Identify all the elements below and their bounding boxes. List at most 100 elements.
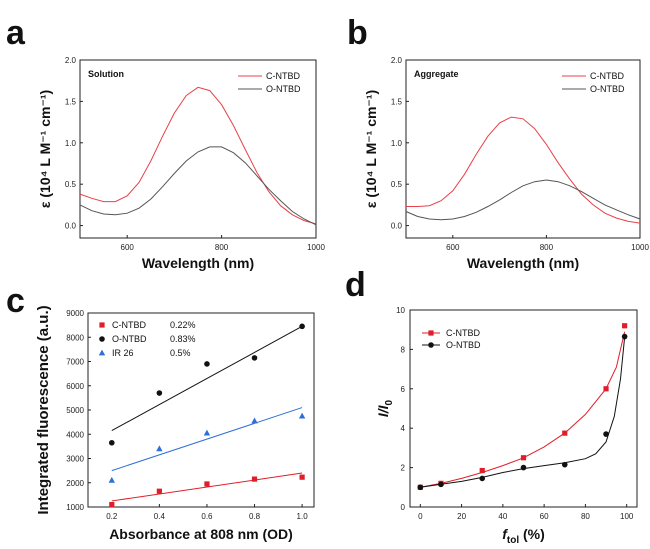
series-line-o-ntbd: [79, 146, 317, 226]
legend-marker-o-ntbd: [428, 342, 434, 348]
y-tick-label: 8: [401, 345, 406, 354]
x-tick-label: 1000: [307, 243, 325, 252]
data-point-c-ntbd: [520, 455, 527, 461]
legend-marker-c-ntbd: [99, 322, 105, 328]
trend-curve-o-ntbd: [420, 337, 626, 488]
x-tick-label: 600: [121, 243, 135, 252]
x-tick-label: 40: [498, 512, 507, 521]
data-point-ir-26: [203, 429, 211, 436]
series-line-c-ntbd: [406, 116, 641, 224]
legend-marker-c-ntbd: [428, 330, 434, 336]
data-point-ir-26: [298, 412, 306, 419]
y-tick-label: 6: [401, 385, 406, 394]
x-tick-label: 100: [620, 512, 634, 521]
legend-value-c-ntbd: 0.22%: [170, 320, 196, 330]
y-tick-label: 4: [401, 424, 406, 433]
legend-label-c-ntbd: C-NTBD: [266, 71, 300, 81]
x-tick-label: 1.0: [297, 512, 309, 521]
x-tick-label: 600: [446, 243, 460, 252]
y-tick-label: 0.5: [65, 180, 77, 189]
legend-value-ir-26: 0.5%: [170, 348, 191, 358]
legend-value-o-ntbd: 0.83%: [170, 334, 196, 344]
series-line-o-ntbd: [405, 179, 641, 221]
x-tick-label: 60: [540, 512, 549, 521]
data-point-o-ntbd: [108, 439, 115, 446]
legend-label-o-ntbd: O-NTBD: [590, 84, 625, 94]
fit-line-ir-26: [111, 407, 303, 472]
data-point-o-ntbd: [520, 464, 527, 471]
y-tick-label: 1000: [66, 503, 84, 512]
data-point-c-ntbd: [156, 488, 162, 494]
data-point-o-ntbd: [251, 355, 258, 361]
y-axis-title: ε (10⁴ L M⁻¹ cm⁻¹): [37, 90, 53, 208]
data-point-o-ntbd: [204, 361, 210, 367]
plot-frame-d: [409, 309, 638, 508]
condition-label: Aggregate: [414, 69, 459, 79]
x-tick-label: 20: [457, 512, 466, 521]
y-tick-label: 2: [401, 464, 406, 473]
legend-marker-o-ntbd: [99, 336, 105, 342]
x-tick-label: 0: [418, 512, 423, 521]
x-tick-label: 80: [581, 512, 590, 521]
data-point-ir-26: [156, 445, 163, 452]
x-axis-title: Absorbance at 808 nm (OD): [109, 526, 293, 542]
data-point-o-ntbd: [438, 481, 444, 488]
condition-label: Solution: [88, 69, 124, 79]
panel-a-chart: 0.0 0.5 1.0 1.5 2.0 600 800 1000 C-NTBD O-NTBD Sol…: [37, 56, 325, 271]
y-tick-label: 10: [396, 306, 405, 315]
y-tick-label: 2000: [66, 479, 84, 488]
data-point-c-ntbd: [479, 467, 485, 474]
x-axis-title: Wavelength (nm): [467, 255, 579, 271]
x-tick-label: 800: [540, 243, 554, 252]
y-tick-label: 7000: [66, 358, 84, 367]
data-point-c-ntbd: [603, 386, 609, 392]
y-axis-title: Integrated fluorescence (a.u.): [35, 305, 52, 514]
fit-line-c-ntbd: [111, 472, 303, 502]
x-tick-label: 0.8: [249, 512, 261, 521]
y-tick-label: 5000: [66, 406, 84, 415]
legend-label-ir-26: IR 26: [112, 348, 134, 358]
data-point-o-ntbd: [479, 475, 486, 482]
legend-label-o-ntbd: O-NTBD: [112, 334, 147, 344]
legend-label-c-ntbd: C-NTBD: [590, 71, 624, 81]
data-point-c-ntbd: [299, 474, 305, 480]
y-tick-label: 1.5: [391, 97, 403, 106]
legend-marker-ir-26: [98, 349, 106, 356]
panel-letter-d: d: [345, 266, 366, 304]
y-tick-label: 0.5: [391, 180, 403, 189]
x-tick-label: 1000: [631, 243, 649, 252]
data-point-c-ntbd: [562, 430, 568, 436]
y-tick-label: 1.0: [65, 139, 77, 148]
trend-curve-c-ntbd: [420, 331, 626, 488]
panel-letter-a: a: [6, 14, 26, 52]
panel-c-chart: 1000 2000 3000 4000 5000 6000 7000 8000 9000 0.2 0…: [35, 305, 315, 542]
y-tick-label: 3000: [66, 455, 84, 464]
y-tick-label: 4000: [66, 430, 84, 439]
legend-label-o-ntbd: O-NTBD: [266, 84, 301, 94]
data-point-o-ntbd: [417, 484, 424, 491]
series-line-c-ntbd: [79, 86, 317, 225]
y-tick-label: 1.5: [65, 97, 77, 106]
data-point-o-ntbd: [603, 431, 609, 437]
y-tick-label: 9000: [66, 309, 84, 318]
y-tick-label: 8000: [66, 333, 84, 342]
y-tick-label: 2.0: [65, 56, 77, 65]
legend-label-o-ntbd: O-NTBD: [446, 340, 481, 350]
x-axis-title: Wavelength (nm): [142, 255, 254, 271]
data-point-c-ntbd: [109, 501, 115, 508]
legend-label-c-ntbd: C-NTBD: [112, 320, 146, 330]
y-tick-label: 6000: [66, 382, 84, 391]
y-axis-title: I/I0: [375, 399, 395, 417]
y-tick-label: 1.0: [391, 139, 403, 148]
data-point-o-ntbd: [561, 461, 568, 468]
y-tick-label: 0.0: [65, 222, 77, 231]
y-tick-label: 0: [401, 503, 406, 512]
panel-letter-c: c: [6, 282, 25, 320]
x-axis-title: ftol (%): [502, 526, 545, 546]
data-point-c-ntbd: [204, 481, 210, 487]
plot-frame-b: [405, 59, 641, 239]
fit-line-o-ntbd: [111, 325, 303, 432]
y-tick-label: 2.0: [391, 56, 403, 65]
